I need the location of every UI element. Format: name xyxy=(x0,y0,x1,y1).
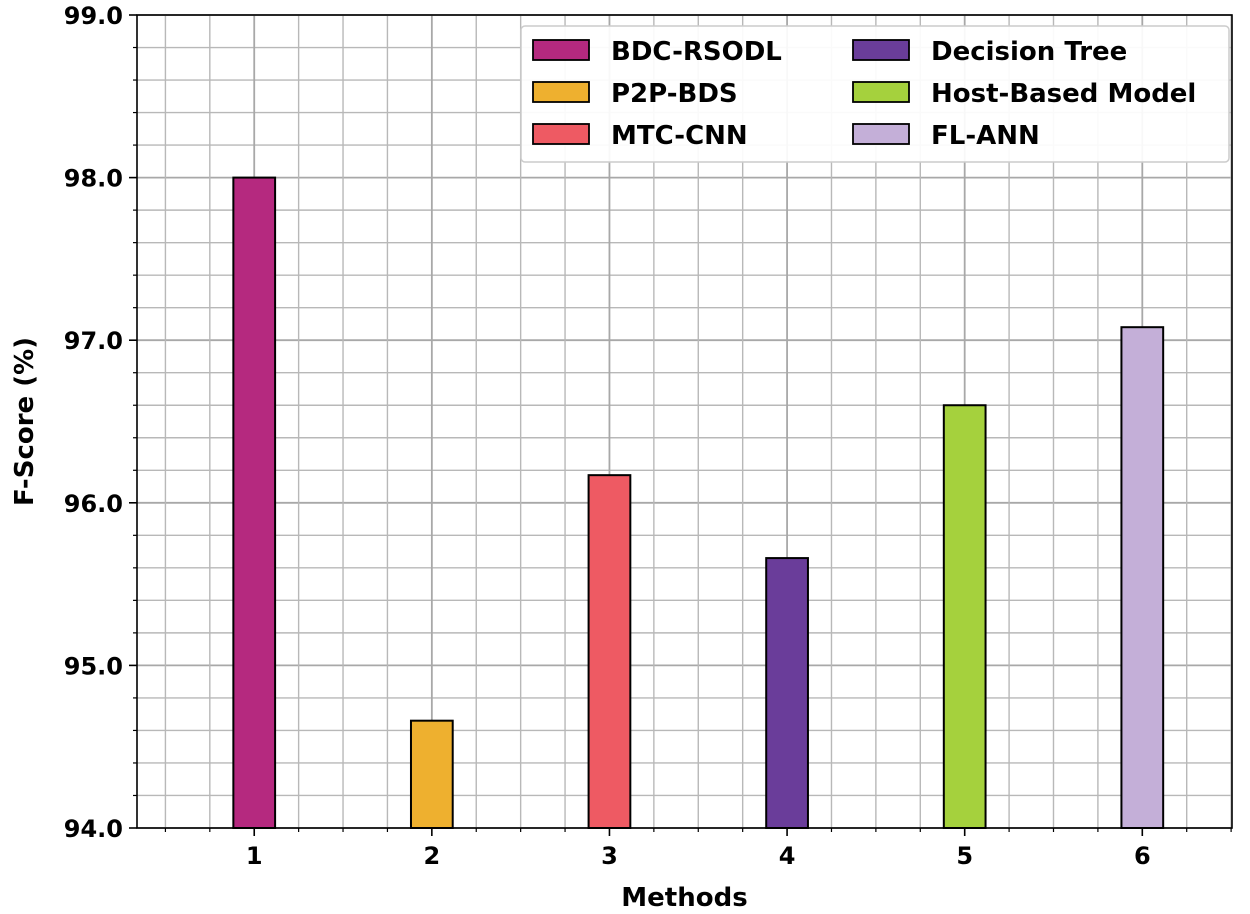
x-tick-label: 6 xyxy=(1134,842,1151,870)
bar-host-based-model xyxy=(942,404,987,829)
legend-swatch xyxy=(532,123,590,145)
legend: BDC-RSODL P2P-BDS MTC-CNN Decision Tree Host… xyxy=(520,25,1230,163)
bar-decision-tree xyxy=(765,557,809,829)
x-axis-label: Methods xyxy=(621,883,747,913)
x-tick-label: 4 xyxy=(779,842,796,870)
y-tick-label: 99.0 xyxy=(64,2,123,30)
bar-fl-ann xyxy=(1120,326,1165,829)
legend-label: MTC-CNN xyxy=(611,121,748,151)
x-tick-label: 3 xyxy=(601,842,618,870)
legend-label: Decision Tree xyxy=(931,37,1127,67)
y-tick-label: 94.0 xyxy=(64,815,123,843)
bar-p2p-bds xyxy=(409,719,454,830)
bar-bdc-rsodl xyxy=(232,176,277,830)
bar-mtc-cnn xyxy=(587,474,632,829)
legend-swatch xyxy=(532,81,590,103)
bars xyxy=(232,176,1165,830)
legend-swatch xyxy=(852,81,910,103)
legend-swatch xyxy=(532,39,590,61)
y-tick-label: 96.0 xyxy=(64,490,123,518)
axis-ticks: 94.0 95.0 96.0 97.0 98.0 99.0 1 2 3 4 5 6 xyxy=(64,2,1232,870)
y-tick-label: 97.0 xyxy=(64,327,123,355)
x-tick-label: 1 xyxy=(246,842,263,870)
plot-frame xyxy=(136,14,1233,829)
y-axis-label: F-Score (%) xyxy=(10,337,40,506)
x-tick-label: 5 xyxy=(956,842,973,870)
x-tick-label: 2 xyxy=(423,842,440,870)
legend-swatch xyxy=(852,123,910,145)
y-tick-label: 98.0 xyxy=(64,165,123,193)
legend-label: BDC-RSODL xyxy=(611,37,782,67)
y-tick-label: 95.0 xyxy=(64,652,123,680)
legend-label: FL-ANN xyxy=(931,121,1040,151)
legend-label: P2P-BDS xyxy=(611,79,738,109)
legend-swatch xyxy=(852,39,910,61)
legend-label: Host-Based Model xyxy=(931,79,1196,109)
